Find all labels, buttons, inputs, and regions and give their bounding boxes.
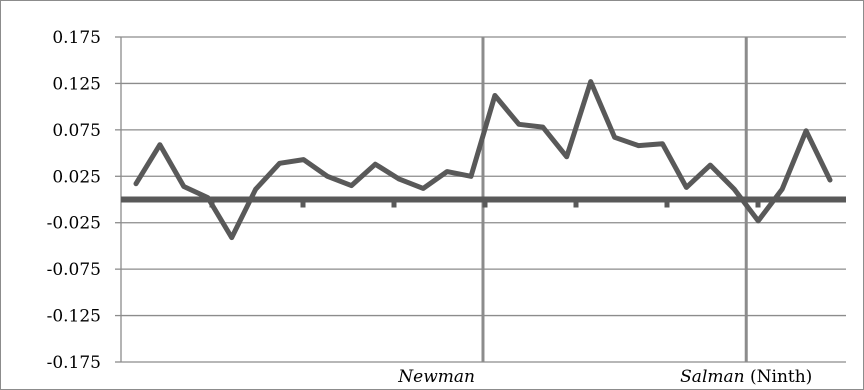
y-tick-label: -0.175 bbox=[47, 353, 101, 373]
data-point bbox=[325, 174, 329, 178]
data-point bbox=[660, 142, 664, 146]
data-point bbox=[397, 177, 401, 181]
data-point bbox=[493, 93, 497, 97]
y-axis: 0.175 0.125 0.075 0.025 -0.025 -0.075 -0.125 -0… bbox=[47, 28, 121, 373]
data-point bbox=[182, 184, 186, 188]
x-tick-mark bbox=[574, 202, 579, 208]
data-point bbox=[373, 162, 377, 166]
y-tick-label: 0.075 bbox=[52, 121, 101, 141]
data-point bbox=[828, 178, 832, 182]
data-point bbox=[684, 185, 688, 189]
data-point bbox=[756, 219, 760, 223]
data-point bbox=[708, 163, 712, 167]
marker-annotations: Newman Salman (Ninth) bbox=[397, 367, 812, 387]
data-point bbox=[780, 187, 784, 191]
data-point bbox=[732, 187, 736, 191]
data-point bbox=[804, 129, 808, 133]
x-tick-mark bbox=[483, 202, 488, 208]
x-tick-mark bbox=[301, 202, 306, 208]
data-point bbox=[421, 186, 425, 190]
data-point bbox=[445, 169, 449, 173]
data-point bbox=[158, 143, 162, 147]
marker-label: Salman (Ninth) bbox=[680, 367, 812, 387]
y-tick-label: -0.075 bbox=[47, 260, 101, 280]
data-point bbox=[469, 174, 473, 178]
data-point bbox=[301, 157, 305, 161]
y-tick-label: -0.025 bbox=[47, 214, 101, 234]
data-point bbox=[588, 79, 592, 83]
data-point bbox=[636, 143, 640, 147]
y-tick-label: -0.125 bbox=[47, 307, 101, 327]
data-point bbox=[253, 187, 257, 191]
data-point bbox=[349, 183, 353, 187]
data-point bbox=[612, 135, 616, 139]
data-point bbox=[229, 235, 233, 239]
y-tick-label: 0.175 bbox=[52, 28, 101, 48]
data-point bbox=[277, 161, 281, 165]
x-tick-mark bbox=[756, 202, 761, 208]
marker-label: Newman bbox=[397, 367, 475, 387]
x-tick-mark bbox=[665, 202, 670, 208]
y-tick-label: 0.125 bbox=[52, 74, 101, 94]
data-point bbox=[517, 122, 521, 126]
data-point bbox=[134, 182, 138, 186]
data-point bbox=[565, 155, 569, 159]
y-tick-label: 0.025 bbox=[52, 167, 101, 187]
data-point bbox=[541, 125, 545, 129]
x-tick-mark bbox=[392, 202, 397, 208]
data-point bbox=[206, 195, 210, 199]
zero-axis bbox=[121, 200, 846, 208]
